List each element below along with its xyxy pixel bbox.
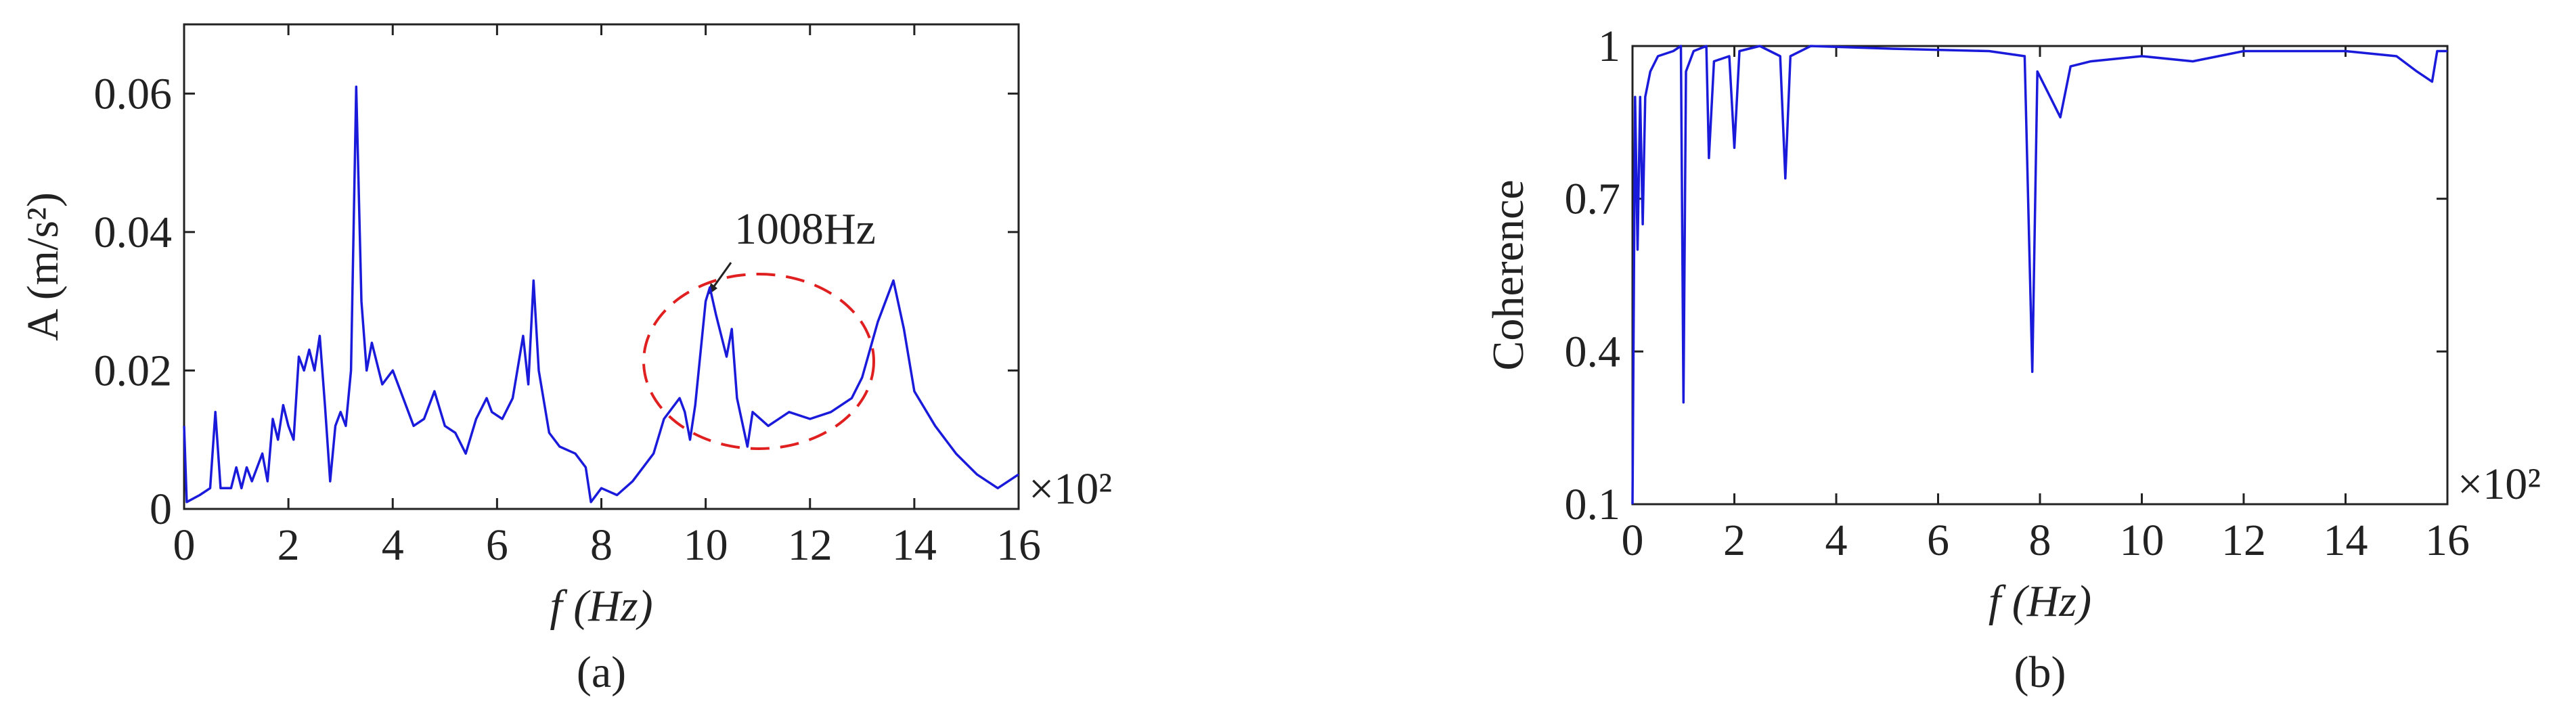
y-axis-label: Coherence [1484,179,1533,370]
x-tick-label: 12 [2221,516,2266,565]
plot-frame [1631,45,2449,506]
x-multiplier: ×10² [1029,464,1112,514]
x-tick-label: 8 [590,520,613,570]
x-tick-label: 2 [277,520,300,570]
y-tick-label: 0.7 [1565,175,1621,224]
data-line [183,85,1019,504]
x-tick-label: 10 [684,520,728,570]
data-line [1631,45,2447,505]
x-tick-label: 10 [2120,516,2164,565]
y-axis-label: A (m/s²) [18,192,68,341]
x-tick-label: 6 [486,520,508,570]
subplot-label: (b) [2014,648,2066,697]
x-tick-label: 4 [382,520,404,570]
x-tick-label: 4 [1825,516,1848,565]
y-tick-label: 0 [150,485,172,534]
subplot-label: (a) [577,648,626,697]
x-tick-label: 14 [2324,516,2368,565]
x-axis-label: f (Hz) [1989,577,2091,626]
x-tick-label: 0 [1622,516,1644,565]
x-tick-label: 14 [892,520,937,570]
y-tick-label: 0.06 [94,69,173,118]
x-multiplier: ×10² [2458,460,2541,509]
x-tick-label: 0 [173,520,196,570]
x-tick-label: 8 [2029,516,2051,565]
x-tick-label: 16 [2425,516,2470,565]
y-tick-label: 0.04 [94,208,173,257]
x-tick-label: 12 [788,520,832,570]
annotation: 1008Hz [734,204,876,254]
x-tick-label: 6 [1927,516,1949,565]
highlight-ellipse [642,273,875,450]
y-tick-label: 0.1 [1565,480,1621,529]
x-tick-label: 16 [996,520,1041,570]
x-tick-label: 2 [1723,516,1746,565]
plot-frame [183,23,1020,510]
y-tick-label: 1 [1598,22,1620,71]
y-tick-label: 0.02 [94,346,173,395]
x-axis-label: f (Hz) [550,581,652,631]
y-tick-label: 0.4 [1565,327,1621,376]
